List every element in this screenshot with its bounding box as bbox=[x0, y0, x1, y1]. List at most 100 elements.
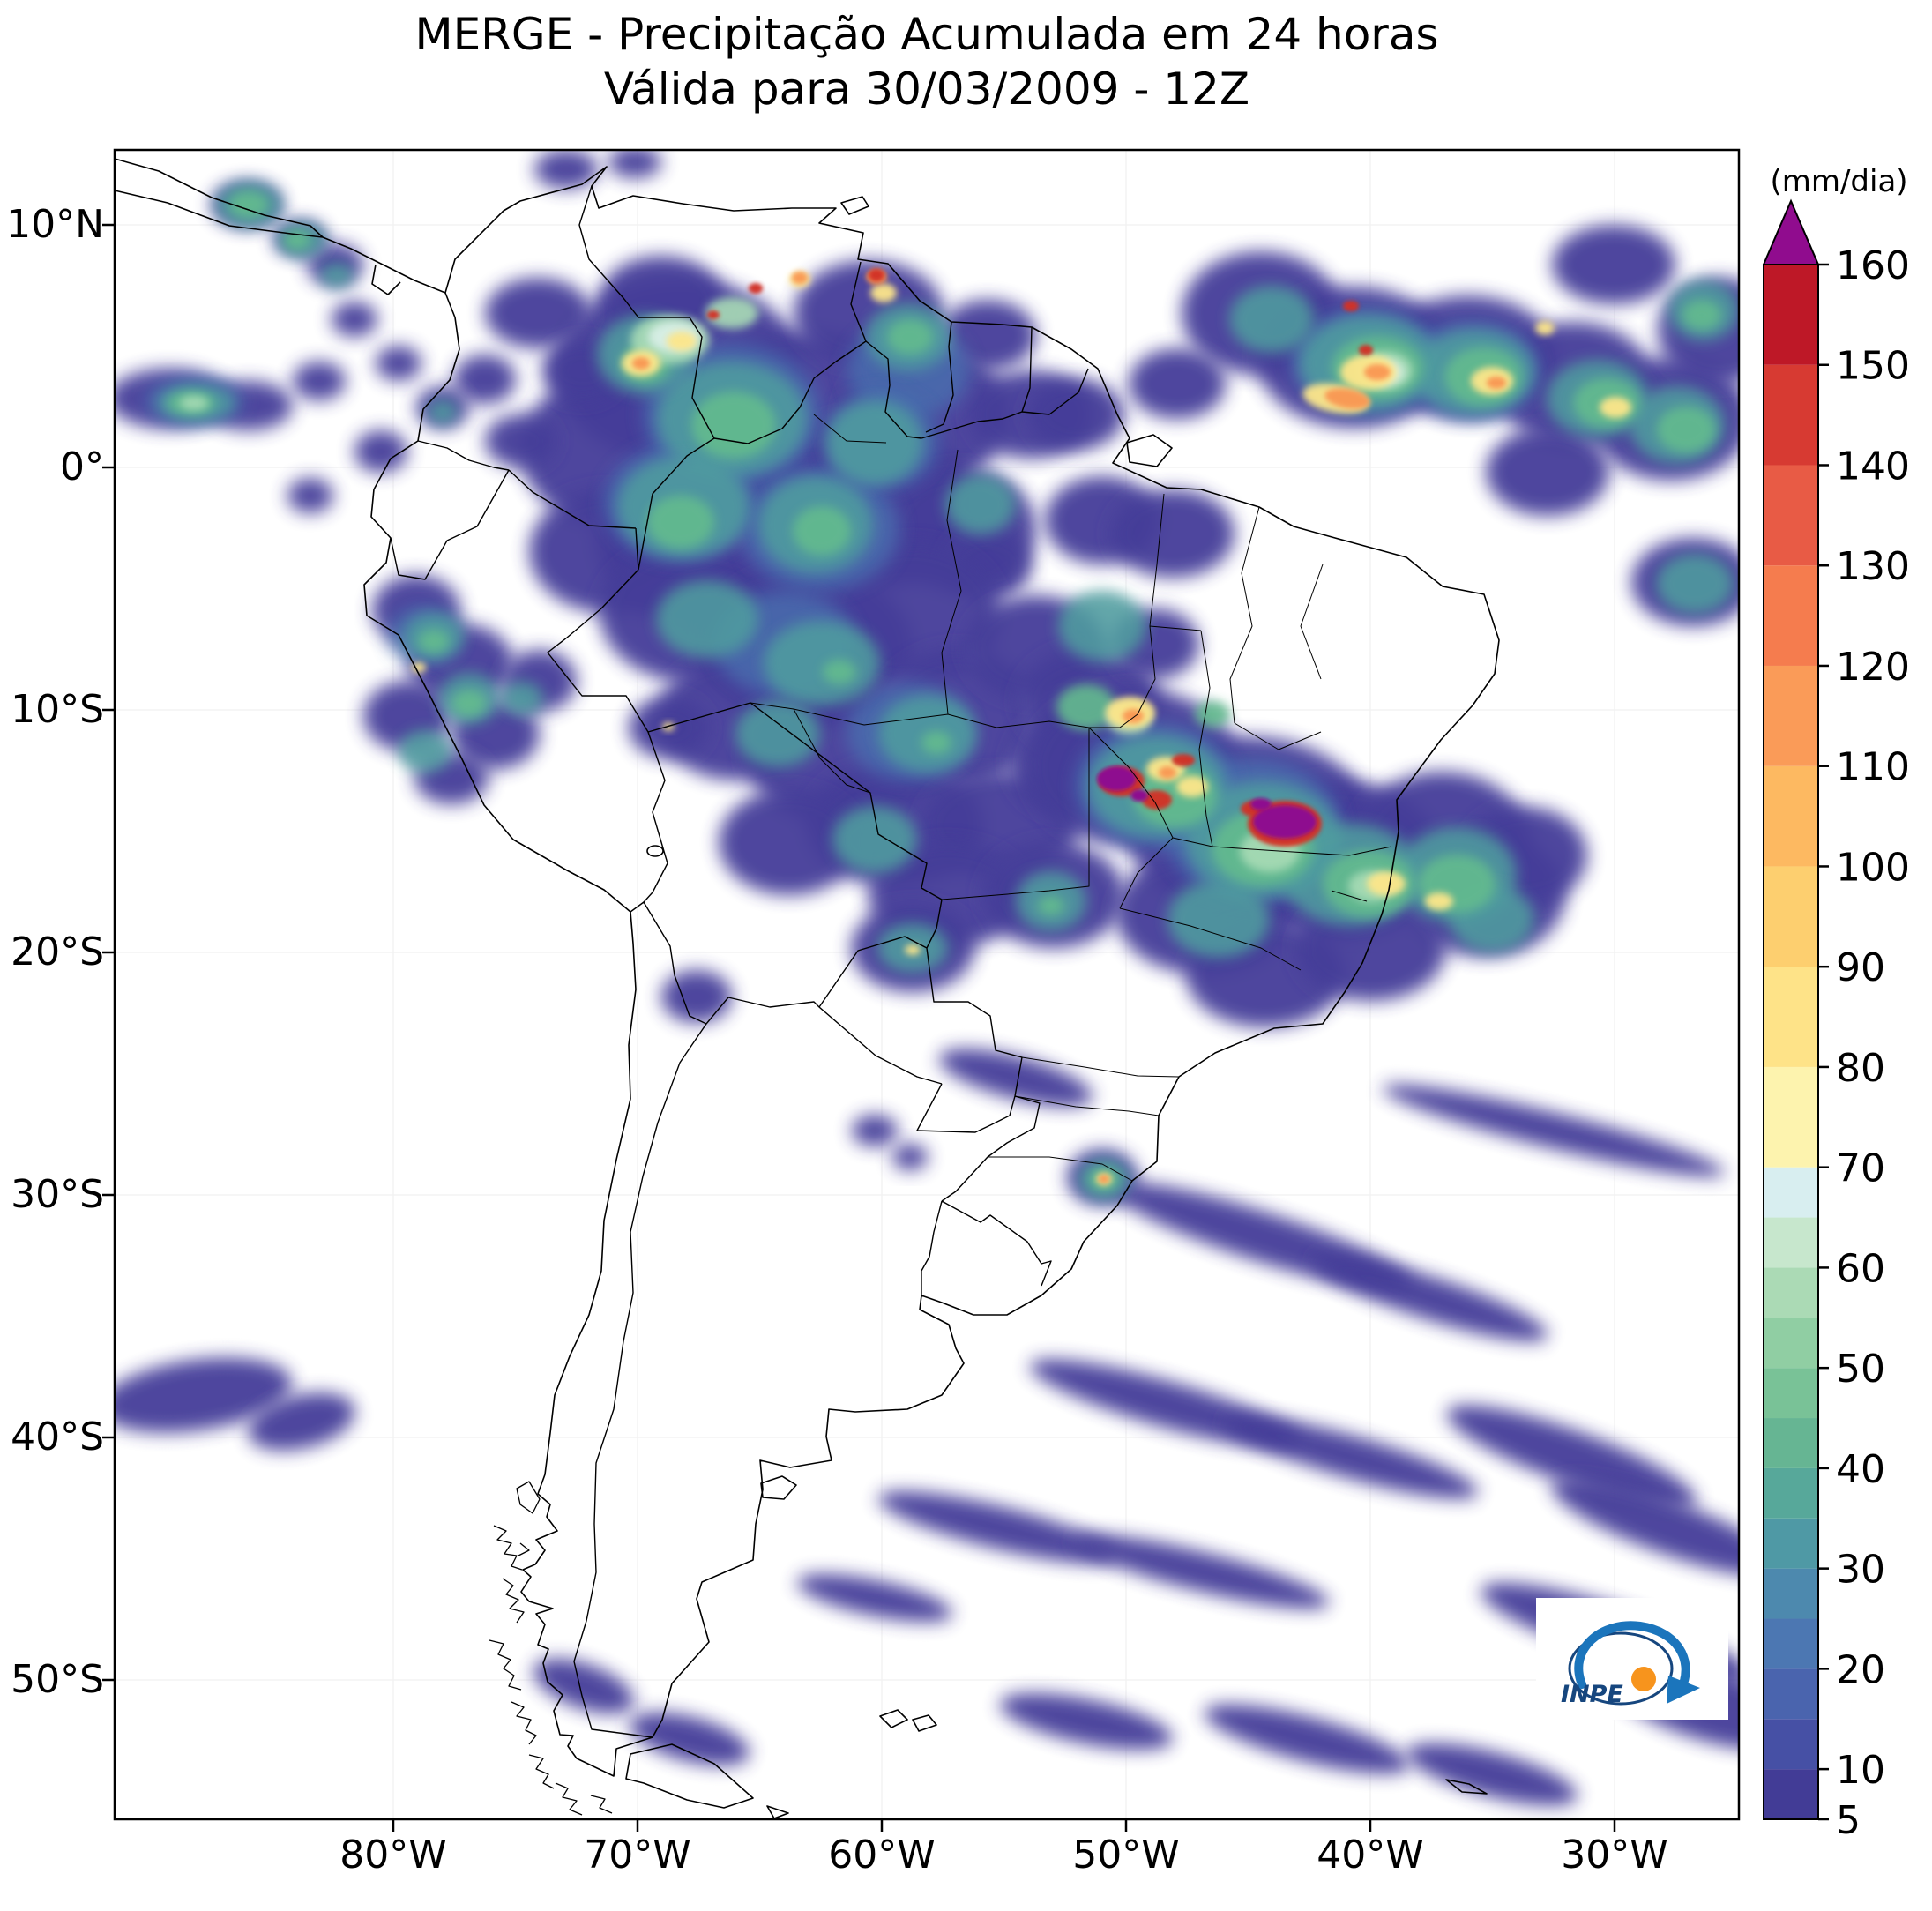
precip-blob bbox=[354, 430, 407, 473]
precip-blob bbox=[1446, 1405, 1697, 1509]
precip-blob bbox=[749, 283, 763, 294]
precip-blob bbox=[1223, 1415, 1479, 1499]
precip-blob bbox=[832, 806, 917, 873]
colorbar-tick-label: 80 bbox=[1836, 1046, 1885, 1091]
colorbar-tick-label: 70 bbox=[1836, 1146, 1885, 1191]
logo-orbit bbox=[1568, 1631, 1674, 1706]
country-borders bbox=[390, 185, 1089, 1738]
colorbar-tick-label: 20 bbox=[1836, 1647, 1885, 1692]
precip-blob bbox=[852, 1115, 898, 1146]
precip-blob bbox=[878, 1490, 1118, 1564]
colorbar-tick-label: 30 bbox=[1836, 1548, 1885, 1593]
precip-blob bbox=[1123, 709, 1144, 723]
colorbar-over-arrow bbox=[1762, 198, 1820, 265]
precip-blob bbox=[1058, 591, 1146, 661]
precip-blob bbox=[719, 789, 860, 895]
precip-blob bbox=[1552, 1478, 1739, 1577]
island-trinidad bbox=[840, 196, 869, 215]
island-falklands bbox=[879, 1709, 937, 1732]
colorbar-segment bbox=[1764, 1318, 1818, 1369]
colorbar-segment bbox=[1764, 364, 1818, 466]
axis-tick-marks bbox=[102, 223, 1616, 1832]
precip-blob bbox=[707, 310, 720, 319]
x-tick-label: 60°W bbox=[828, 1833, 936, 1877]
precip-blob bbox=[905, 944, 921, 955]
colorbar-unit-label: (mm/dia) bbox=[1770, 164, 1908, 199]
colorbar-segment bbox=[1764, 1267, 1818, 1318]
precip-blob bbox=[115, 1357, 293, 1433]
colorbar: 160 150 140 130 120 110 100 90 80 70 60 50 40 30 20 10 5 bbox=[1762, 198, 1910, 1843]
precip-blob bbox=[796, 1573, 953, 1623]
precip-blob bbox=[248, 1392, 355, 1451]
precip-blob bbox=[534, 150, 598, 189]
colorbar-tick-label: 100 bbox=[1836, 845, 1910, 890]
precip-blob bbox=[1250, 798, 1272, 810]
colorbar-segment bbox=[1764, 565, 1818, 666]
logo-orange-sphere bbox=[1631, 1667, 1656, 1691]
precip-blob bbox=[869, 269, 884, 281]
chart-title: MERGE - Precipitação Acumulada em 24 hor… bbox=[414, 9, 1439, 60]
precip-blob bbox=[376, 346, 421, 381]
colorbar-frame bbox=[1763, 264, 1819, 1820]
x-tick-label: 30°W bbox=[1561, 1833, 1668, 1877]
precip-blob bbox=[705, 297, 758, 329]
precip-blob bbox=[1382, 1084, 1726, 1177]
precip-blob bbox=[938, 1049, 1093, 1107]
x-tick-label: 40°W bbox=[1317, 1833, 1424, 1877]
precip-blob bbox=[667, 332, 697, 351]
colorbar-segment bbox=[1764, 1217, 1818, 1268]
precip-blob bbox=[1682, 300, 1721, 330]
precip-blob bbox=[1406, 1743, 1578, 1806]
precip-blob bbox=[1027, 379, 1124, 450]
precip-blob bbox=[293, 362, 346, 400]
precip-blob bbox=[452, 690, 486, 716]
precip-blob bbox=[287, 478, 333, 513]
colorbar-segment bbox=[1764, 1568, 1818, 1619]
precip-blob bbox=[1172, 754, 1195, 766]
brazil-state-borders bbox=[750, 414, 1392, 1182]
precip-blob bbox=[1312, 1255, 1548, 1341]
precip-blob bbox=[793, 506, 851, 556]
colorbar-segment bbox=[1764, 1769, 1818, 1820]
colorbar-segment bbox=[1764, 1668, 1818, 1720]
colorbar-tick-label: 140 bbox=[1836, 444, 1910, 489]
precip-blob bbox=[1097, 766, 1136, 791]
precip-blob bbox=[501, 682, 543, 715]
geography-outlines bbox=[114, 158, 1500, 1819]
logo-swirl-arrow bbox=[1574, 1621, 1690, 1691]
colorbar-segment bbox=[1764, 967, 1818, 1067]
colorbar-segment bbox=[1764, 465, 1818, 566]
precip-blob bbox=[399, 730, 451, 773]
colorbar-tick-label: 10 bbox=[1836, 1748, 1885, 1793]
precip-blob bbox=[945, 474, 1016, 534]
colorbar-segment bbox=[1764, 1467, 1818, 1519]
precip-blob bbox=[1535, 321, 1555, 335]
x-tick-label: 80°W bbox=[339, 1833, 447, 1877]
precip-blob bbox=[1130, 789, 1148, 802]
precip-blob bbox=[419, 630, 449, 653]
logo-background bbox=[1536, 1598, 1728, 1720]
precip-blob bbox=[656, 580, 758, 658]
precip-blob bbox=[229, 191, 268, 218]
precip-blob bbox=[632, 357, 650, 370]
colorbar-segment bbox=[1764, 265, 1818, 365]
precip-blob bbox=[1253, 805, 1317, 839]
island-tierra-del-fuego bbox=[625, 1743, 789, 1819]
y-tick-label: 50°S bbox=[11, 1657, 104, 1702]
colorbar-tick-label: 110 bbox=[1836, 745, 1910, 790]
precip-blob bbox=[661, 970, 732, 1023]
precip-blob bbox=[1204, 1704, 1410, 1774]
x-tick-label: 50°W bbox=[1072, 1833, 1180, 1877]
precip-blob bbox=[428, 399, 458, 424]
colorbar-tick-label: 130 bbox=[1836, 544, 1910, 589]
map-frame bbox=[113, 148, 1741, 1821]
precip-blob bbox=[1167, 880, 1270, 958]
precip-blob bbox=[826, 400, 923, 485]
precipitation-field bbox=[115, 150, 1739, 1806]
y-tick-label: 40°S bbox=[11, 1415, 104, 1459]
precip-blob bbox=[1129, 348, 1226, 419]
precip-blob bbox=[1099, 1175, 1109, 1183]
precip-blob bbox=[1359, 345, 1373, 355]
precip-blob bbox=[1486, 428, 1609, 516]
